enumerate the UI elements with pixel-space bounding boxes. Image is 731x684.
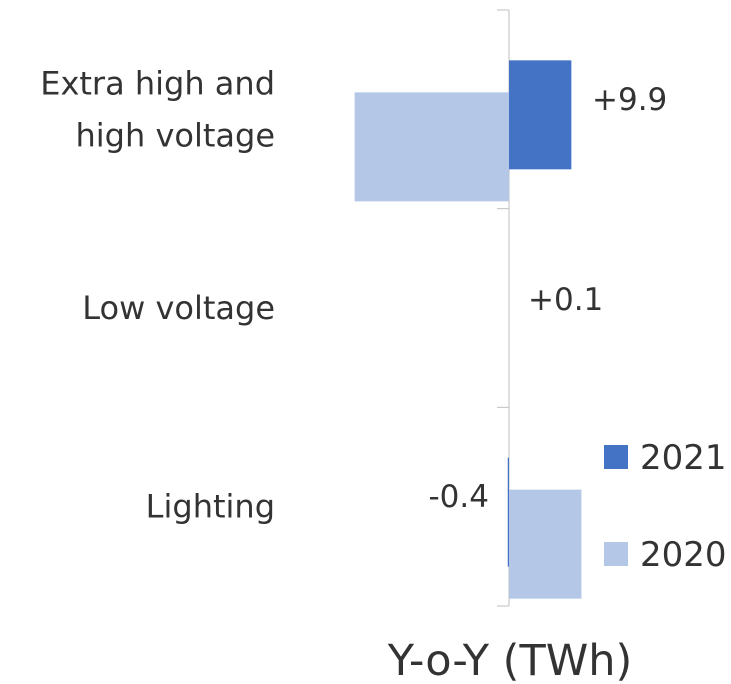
legend-label: 2021 [640, 438, 727, 478]
data-label: +0.1 [528, 282, 603, 318]
legend-swatch-2021 [604, 445, 628, 469]
category-label: high voltage [76, 116, 276, 154]
x-axis-title: Y-o-Y (TWh) [387, 636, 633, 684]
bar-2020-1 [354, 92, 509, 202]
data-label: -0.4 [429, 479, 490, 515]
category-label: Low voltage [82, 289, 275, 327]
bar-2020-3 [509, 489, 582, 599]
category-label: Lighting [146, 488, 275, 526]
bar-2021-1 [509, 60, 572, 170]
category-label: Extra high and [40, 64, 275, 102]
data-label: +9.9 [592, 82, 667, 118]
legend-swatch-2020 [604, 542, 628, 566]
legend-label: 2020 [640, 535, 727, 575]
bar-2021-3 [507, 457, 509, 567]
